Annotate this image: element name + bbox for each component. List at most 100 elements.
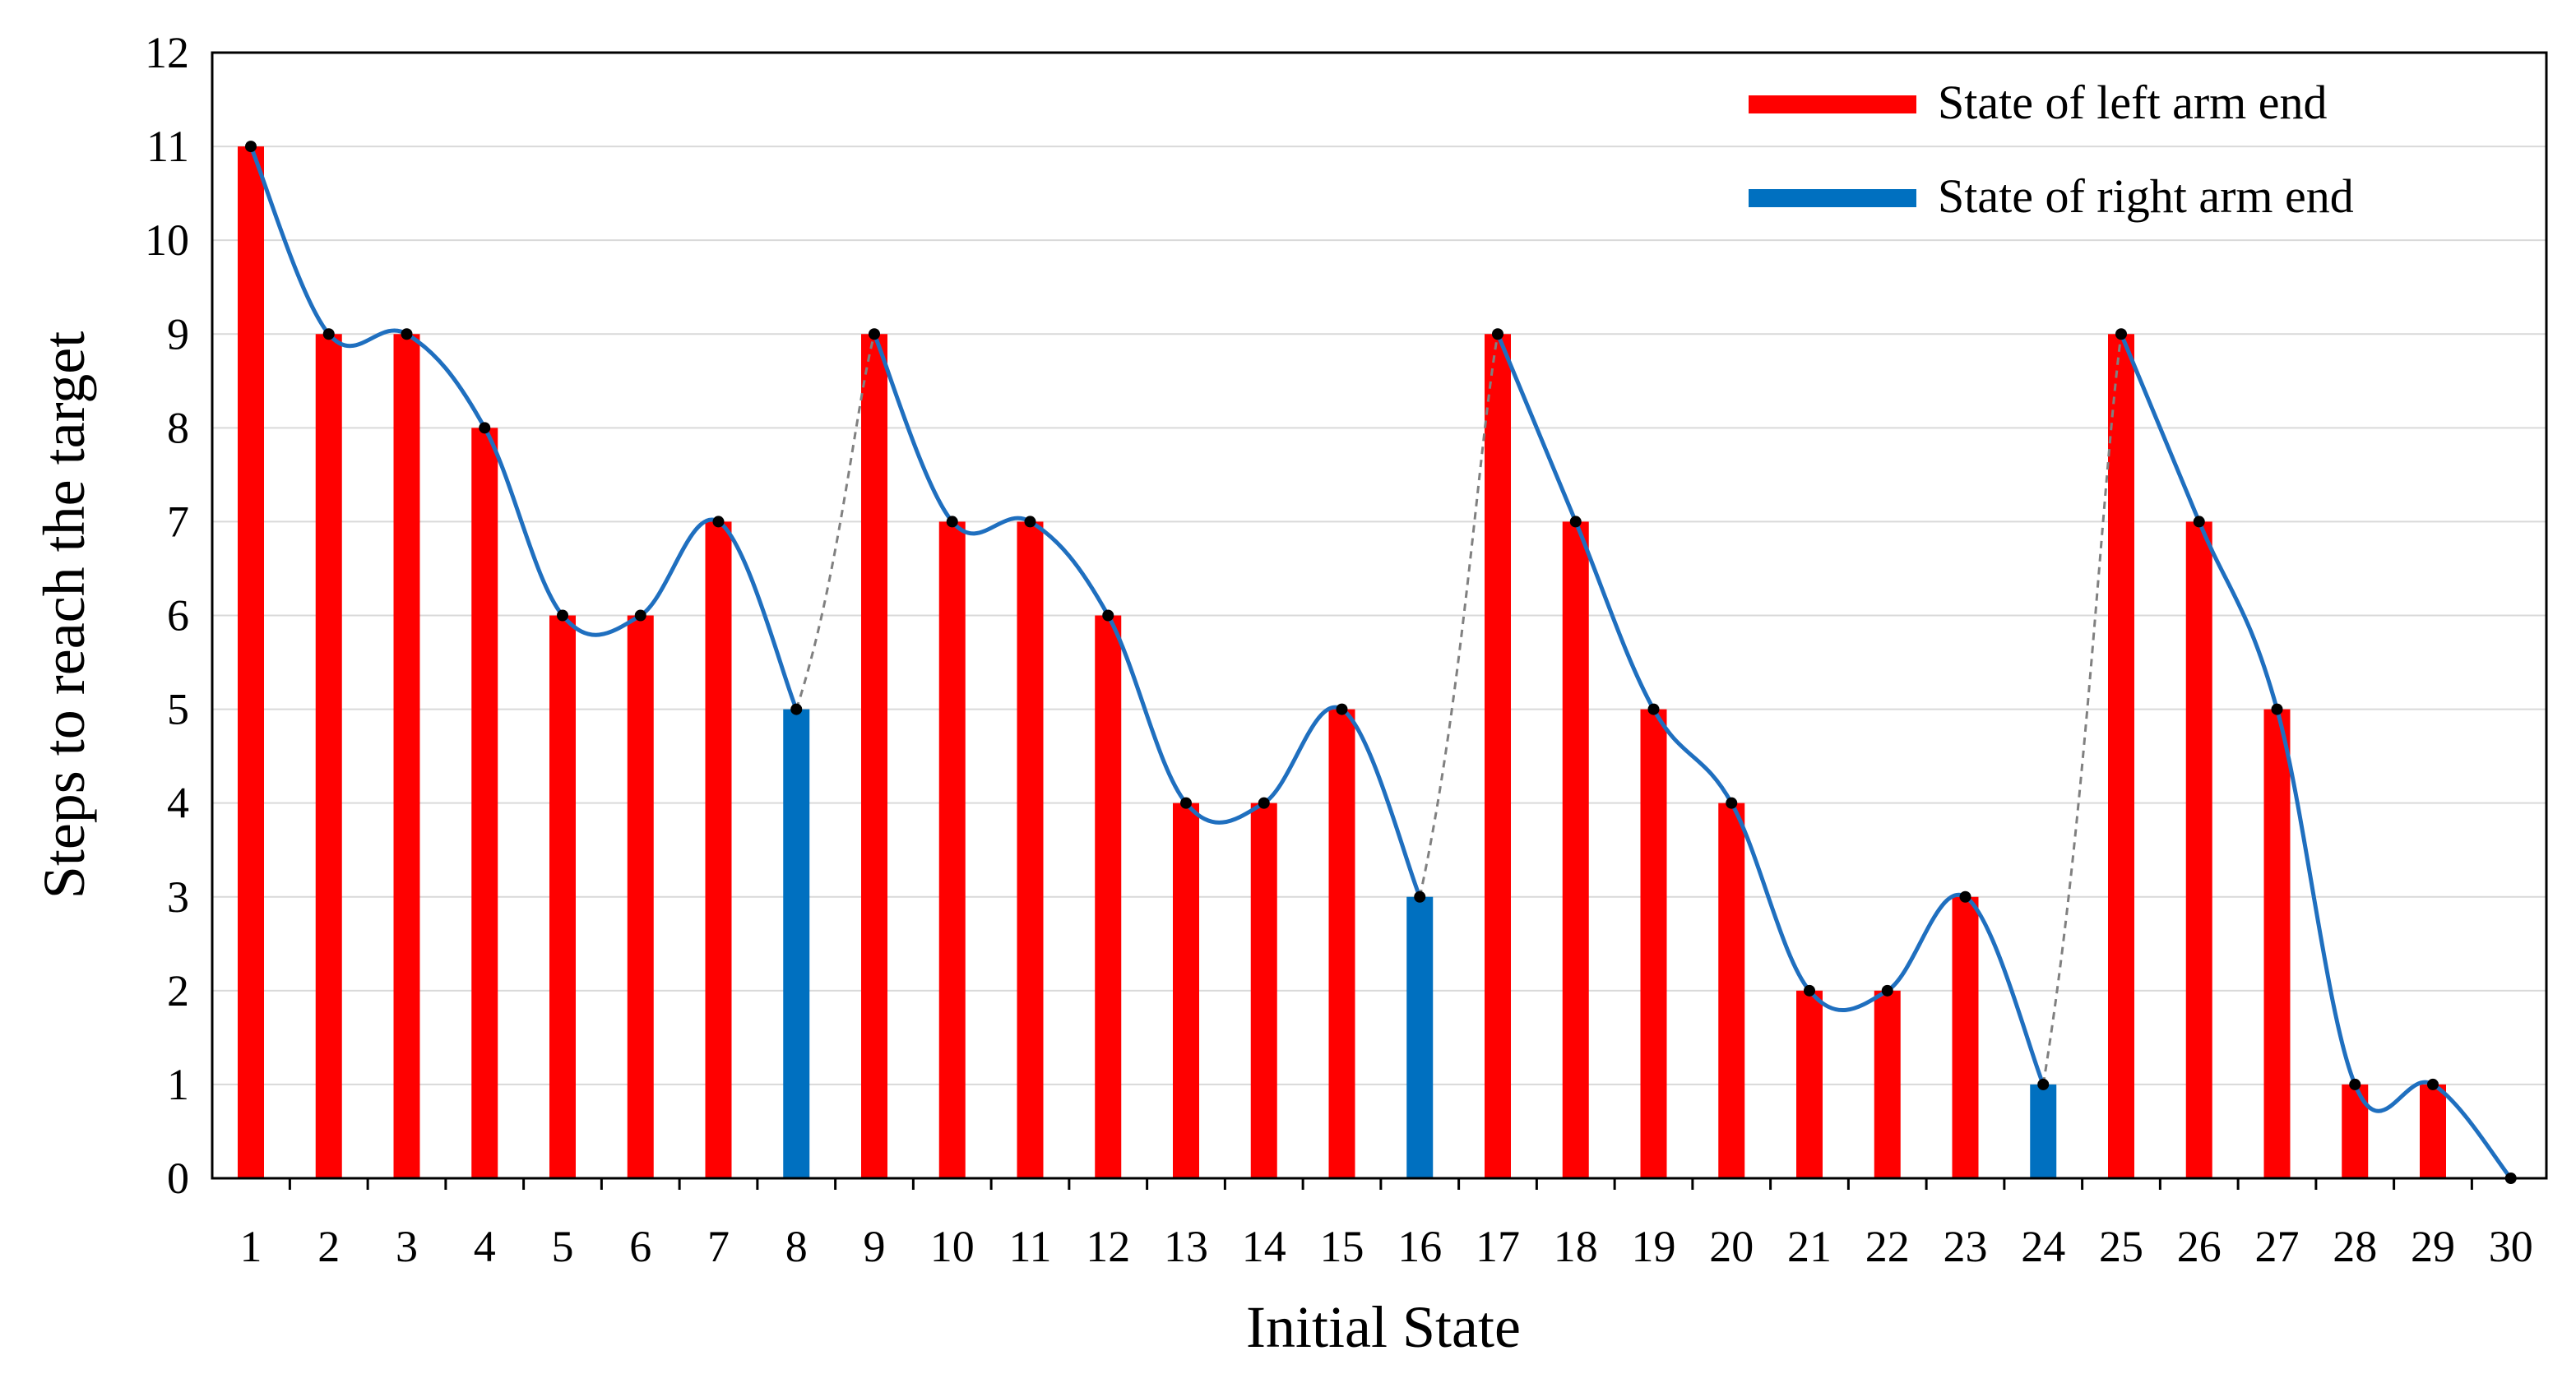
jump-line-2 bbox=[1418, 333, 1499, 898]
data-point bbox=[557, 609, 568, 622]
x-tick-label: 12 bbox=[1086, 1222, 1130, 1271]
data-point bbox=[245, 141, 257, 153]
legend-label-right-arm: State of right arm end bbox=[1938, 169, 2354, 223]
legend-swatch-left-arm bbox=[1749, 95, 1916, 113]
data-point bbox=[2349, 1078, 2361, 1090]
x-tick-label: 13 bbox=[1164, 1222, 1208, 1271]
bar-left-arm bbox=[938, 521, 966, 1178]
bar-left-arm bbox=[1250, 803, 1277, 1178]
x-tick-label: 2 bbox=[317, 1222, 340, 1271]
bar-left-arm bbox=[1874, 990, 1901, 1178]
data-point bbox=[1569, 516, 1582, 528]
data-point bbox=[1024, 516, 1036, 528]
jump-line-3 bbox=[2041, 334, 2123, 1085]
bar-left-arm bbox=[549, 615, 576, 1178]
data-point bbox=[2427, 1078, 2439, 1090]
x-tick-label: 24 bbox=[2021, 1222, 2065, 1271]
bar-left-arm bbox=[1796, 990, 1823, 1178]
bar-left-arm bbox=[2263, 709, 2291, 1178]
bar-left-arm bbox=[2185, 521, 2212, 1178]
y-tick-label: 3 bbox=[167, 872, 189, 922]
y-tick-label: 11 bbox=[146, 122, 189, 171]
x-tick-label: 19 bbox=[1632, 1222, 1676, 1271]
x-tick-label: 7 bbox=[707, 1222, 730, 1271]
bar-right-arm bbox=[1406, 896, 1434, 1178]
data-point bbox=[1959, 890, 1971, 903]
data-point bbox=[1336, 703, 1348, 715]
bar-left-arm bbox=[1718, 803, 1745, 1178]
x-tick-labels: 1 2 3 4 5 6 7 8 9 10 11 12 13 14 15 16 17 18 19 20 21 22 23 24 2… bbox=[240, 1222, 2533, 1271]
bar-left-arm bbox=[393, 334, 420, 1178]
data-point bbox=[946, 516, 958, 528]
y-tick-label: 7 bbox=[167, 497, 189, 546]
x-tick-label: 27 bbox=[2255, 1222, 2300, 1271]
y-tick-label: 5 bbox=[167, 685, 189, 734]
x-tick-label: 30 bbox=[2489, 1222, 2533, 1271]
data-point bbox=[1804, 984, 1815, 997]
x-tick-label: 26 bbox=[2177, 1222, 2222, 1271]
x-tick-label: 28 bbox=[2333, 1222, 2377, 1271]
data-point bbox=[2271, 703, 2283, 715]
x-tick-label: 29 bbox=[2411, 1222, 2455, 1271]
x-tick-label: 8 bbox=[785, 1222, 808, 1271]
data-point bbox=[1726, 797, 1738, 809]
bar-left-arm bbox=[861, 334, 887, 1178]
x-tick-label: 22 bbox=[1865, 1222, 1910, 1271]
x-tick-label: 23 bbox=[1944, 1222, 1988, 1271]
x-tick-label: 21 bbox=[1787, 1222, 1832, 1271]
data-point bbox=[1414, 890, 1426, 903]
bar-left-arm bbox=[471, 428, 498, 1178]
data-point bbox=[790, 703, 803, 715]
plot-frame bbox=[211, 51, 2548, 1190]
data-point bbox=[2115, 328, 2127, 340]
data-points bbox=[245, 141, 2517, 1184]
x-tick-label: 14 bbox=[1242, 1222, 1286, 1271]
bar-left-arm bbox=[1485, 334, 1511, 1178]
data-point bbox=[401, 328, 413, 340]
y-tick-label: 4 bbox=[167, 779, 189, 828]
gridlines bbox=[212, 146, 2546, 1085]
bar-left-arm bbox=[1640, 709, 1667, 1178]
data-point bbox=[1492, 328, 1503, 340]
bar-right-arm bbox=[2030, 1084, 2057, 1178]
data-point bbox=[1102, 609, 1114, 622]
bar-left-arm bbox=[238, 146, 264, 1178]
data-point bbox=[712, 516, 725, 528]
bar-left-arm bbox=[627, 615, 654, 1178]
x-tick-label: 5 bbox=[552, 1222, 574, 1271]
bar-left-arm bbox=[2108, 334, 2134, 1178]
data-point bbox=[634, 609, 646, 622]
x-tick-label: 15 bbox=[1320, 1222, 1364, 1271]
y-tick-label: 9 bbox=[167, 309, 189, 358]
jump-line-1 bbox=[795, 333, 876, 710]
data-point bbox=[479, 422, 491, 434]
data-point bbox=[322, 328, 335, 340]
y-tick-label: 1 bbox=[167, 1060, 189, 1109]
x-axis-title: Initial State bbox=[1246, 1294, 1521, 1360]
bar-left-arm bbox=[1017, 521, 1044, 1178]
bar-left-arm bbox=[1952, 896, 1979, 1178]
x-tick-label: 9 bbox=[864, 1222, 886, 1271]
legend: State of left arm end State of right arm… bbox=[1749, 76, 2354, 223]
x-tick-label: 3 bbox=[396, 1222, 418, 1271]
bar-right-arm bbox=[783, 709, 810, 1178]
x-tick-label: 17 bbox=[1476, 1222, 1520, 1271]
bar-left-arm bbox=[1095, 615, 1122, 1178]
y-tick-label: 6 bbox=[167, 591, 189, 641]
data-point bbox=[1647, 703, 1660, 715]
y-axis-title: Steps to reach the target bbox=[31, 331, 97, 899]
plot-border bbox=[211, 51, 2548, 1180]
data-point bbox=[2193, 516, 2205, 528]
y-tick-label: 8 bbox=[167, 403, 189, 452]
data-point bbox=[869, 328, 880, 340]
data-point bbox=[2037, 1078, 2050, 1090]
legend-swatch-right-arm bbox=[1749, 189, 1916, 207]
x-tick-label: 25 bbox=[2099, 1222, 2143, 1271]
y-tick-label: 0 bbox=[167, 1154, 189, 1203]
x-tick-label: 18 bbox=[1554, 1222, 1598, 1271]
curves bbox=[248, 146, 2513, 1180]
curve-segment-4 bbox=[2119, 333, 2513, 1180]
data-point bbox=[1180, 797, 1192, 809]
